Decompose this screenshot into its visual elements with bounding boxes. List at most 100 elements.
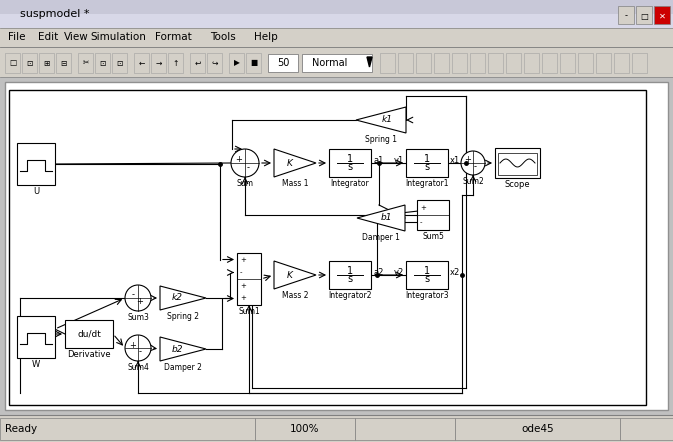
- Bar: [151, 53, 166, 73]
- Text: □: □: [9, 58, 16, 68]
- Text: x2: x2: [450, 268, 460, 277]
- Text: s: s: [347, 274, 353, 284]
- Text: ■: ■: [250, 58, 257, 68]
- Bar: [95, 53, 110, 73]
- Bar: [560, 53, 575, 73]
- Bar: [406, 261, 448, 289]
- Bar: [78, 53, 93, 73]
- Text: K: K: [287, 159, 293, 168]
- Bar: [0, 0, 673, 28]
- Circle shape: [125, 285, 151, 311]
- Bar: [524, 53, 539, 73]
- Bar: [0, 47, 673, 77]
- Bar: [112, 53, 127, 73]
- Text: +: +: [236, 155, 242, 164]
- Text: ⊞: ⊞: [43, 58, 50, 68]
- Text: -: -: [625, 11, 627, 20]
- Text: Integrator3: Integrator3: [405, 291, 449, 300]
- Text: Spring 1: Spring 1: [365, 135, 397, 144]
- Bar: [618, 6, 634, 24]
- Bar: [329, 261, 371, 289]
- Bar: [578, 53, 593, 73]
- Text: -: -: [240, 270, 242, 275]
- Text: Integrator: Integrator: [330, 179, 369, 188]
- Text: v1: v1: [394, 156, 404, 165]
- Text: ↑: ↑: [172, 58, 179, 68]
- Bar: [302, 54, 372, 72]
- Text: k1: k1: [382, 115, 392, 125]
- Text: s: s: [425, 162, 429, 172]
- Bar: [636, 6, 652, 24]
- Text: ode45: ode45: [521, 424, 554, 434]
- Bar: [168, 53, 183, 73]
- Text: Integrator1: Integrator1: [405, 179, 449, 188]
- Text: File: File: [8, 32, 26, 42]
- Text: Mass 2: Mass 2: [282, 291, 308, 300]
- Text: +: +: [240, 282, 246, 289]
- Bar: [455, 418, 620, 440]
- Text: s: s: [425, 274, 429, 284]
- Polygon shape: [160, 337, 206, 361]
- Text: Tools: Tools: [210, 32, 236, 42]
- Bar: [0, 77, 673, 415]
- Text: Sum2: Sum2: [462, 177, 484, 186]
- Text: Integrator2: Integrator2: [328, 291, 371, 300]
- Text: Spring 2: Spring 2: [167, 312, 199, 321]
- Polygon shape: [367, 57, 372, 67]
- Text: ↪: ↪: [211, 58, 217, 68]
- Text: Sum1: Sum1: [238, 307, 260, 316]
- Text: -: -: [131, 290, 135, 300]
- Bar: [207, 53, 222, 73]
- Text: View: View: [64, 32, 89, 42]
- Bar: [355, 418, 455, 440]
- Polygon shape: [357, 205, 405, 231]
- Text: +: +: [464, 156, 472, 164]
- Bar: [17, 316, 55, 358]
- Bar: [495, 148, 540, 178]
- Bar: [0, 0, 673, 14]
- Bar: [542, 53, 557, 73]
- Bar: [596, 53, 611, 73]
- Polygon shape: [356, 107, 406, 133]
- Text: ✂: ✂: [82, 58, 89, 68]
- Bar: [398, 53, 413, 73]
- Bar: [470, 53, 485, 73]
- Bar: [9, 90, 646, 405]
- Text: x1: x1: [450, 156, 460, 165]
- Text: Normal: Normal: [312, 58, 348, 68]
- Text: 50: 50: [277, 58, 289, 68]
- Bar: [5, 53, 20, 73]
- Text: +: +: [240, 256, 246, 263]
- Text: 1: 1: [347, 154, 353, 164]
- Bar: [620, 418, 673, 440]
- Text: →: →: [155, 58, 162, 68]
- Text: s: s: [347, 162, 353, 172]
- Text: Mass 1: Mass 1: [282, 179, 308, 188]
- Text: Scope: Scope: [505, 180, 530, 189]
- Bar: [406, 149, 448, 177]
- Text: ⊡: ⊡: [116, 58, 122, 68]
- Text: ⊟: ⊟: [61, 58, 67, 68]
- Bar: [506, 53, 521, 73]
- Circle shape: [231, 149, 259, 177]
- Text: +: +: [130, 340, 137, 350]
- Text: ✕: ✕: [658, 11, 666, 20]
- Text: ⊡: ⊡: [26, 58, 33, 68]
- Text: Edit: Edit: [38, 32, 59, 42]
- Bar: [0, 418, 255, 440]
- Text: suspmodel *: suspmodel *: [20, 9, 90, 19]
- Bar: [190, 53, 205, 73]
- Polygon shape: [274, 149, 316, 177]
- Circle shape: [125, 335, 151, 361]
- Text: ⊡: ⊡: [100, 58, 106, 68]
- Text: Sum3: Sum3: [127, 313, 149, 322]
- Text: k2: k2: [172, 293, 183, 302]
- Text: Damper 1: Damper 1: [362, 233, 400, 242]
- Text: -: -: [246, 164, 250, 172]
- Text: a1: a1: [373, 156, 384, 165]
- Circle shape: [461, 151, 485, 175]
- Bar: [65, 320, 113, 348]
- Text: Format: Format: [155, 32, 192, 42]
- Text: -: -: [474, 163, 476, 171]
- Text: -: -: [420, 220, 423, 225]
